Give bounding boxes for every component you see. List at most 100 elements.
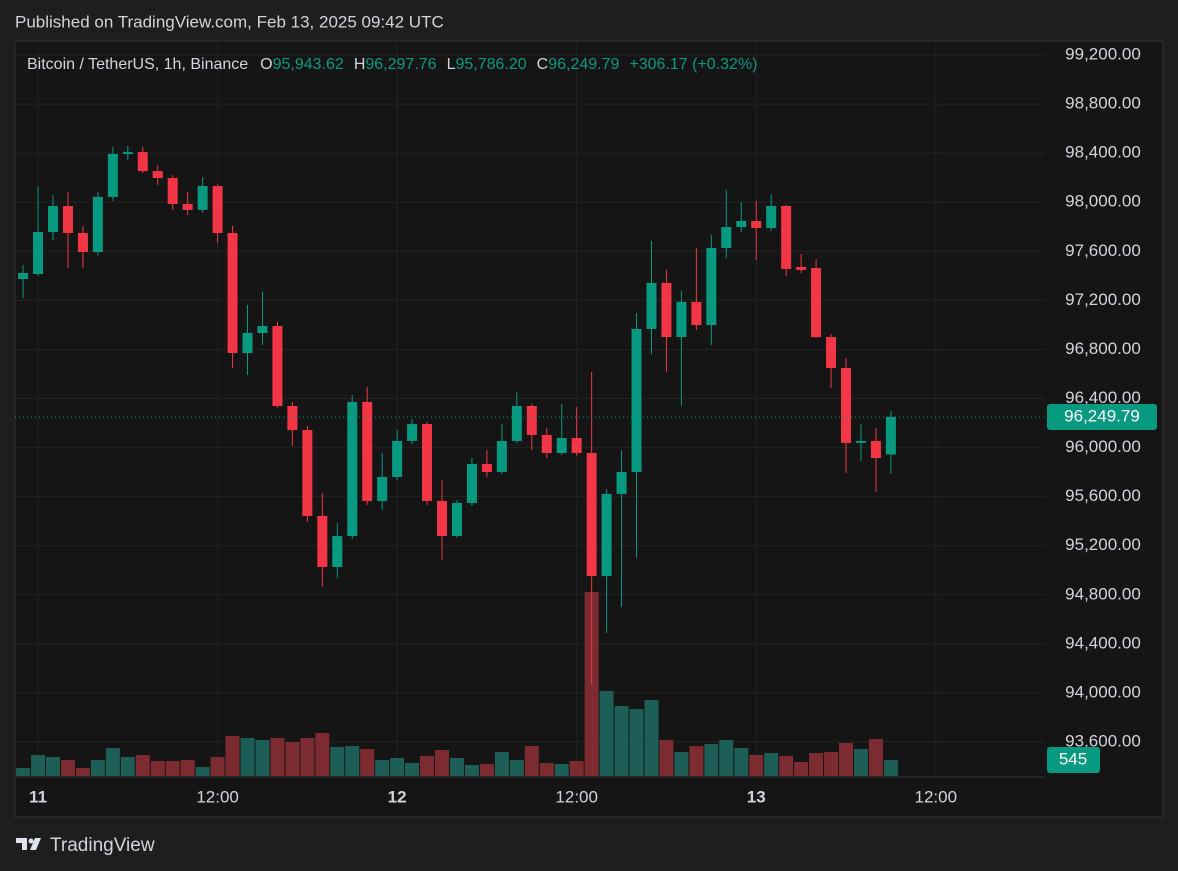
candle-body — [646, 282, 657, 329]
candle-body — [466, 464, 477, 504]
logo-dot — [28, 838, 34, 844]
y-tick-label: 98,000.00 — [1065, 192, 1141, 211]
candle-body — [212, 186, 223, 234]
volume-bar — [270, 738, 285, 776]
y-tick-label: 94,000.00 — [1065, 682, 1141, 701]
volume-bar — [105, 748, 120, 776]
last-price-tag — [1047, 403, 1157, 430]
y-tick-label: 94,800.00 — [1065, 584, 1141, 603]
y-tick-label: 96,800.00 — [1065, 339, 1141, 358]
volume-bar — [420, 756, 435, 776]
candle-body — [826, 337, 837, 368]
volume-bar — [150, 760, 165, 776]
volume-bar — [165, 760, 180, 776]
volume-bar — [120, 757, 135, 776]
volume-bar — [225, 736, 240, 776]
volume-bar — [599, 691, 614, 776]
volume-bar — [779, 756, 794, 776]
candle-body — [721, 227, 732, 248]
volume-bar — [195, 767, 210, 776]
y-tick-label: 97,600.00 — [1065, 241, 1141, 260]
candle-body — [736, 220, 747, 228]
candle-body — [586, 452, 597, 577]
y-tick-label: 97,200.00 — [1065, 290, 1141, 309]
candle-body — [601, 493, 612, 577]
candle-body — [272, 326, 283, 406]
x-tick-label: 12 — [388, 787, 407, 806]
candle-body — [197, 186, 208, 210]
volume-bar — [704, 743, 719, 776]
volume-bar — [509, 759, 524, 776]
volume-bar — [285, 742, 300, 776]
volume-bar — [839, 742, 854, 776]
volume-bar — [868, 739, 883, 776]
y-tick-label: 98,400.00 — [1065, 143, 1141, 162]
x-tick-label: 13 — [747, 787, 766, 806]
legend-key: O — [260, 56, 272, 73]
candle-body — [811, 267, 822, 338]
volume-bar — [719, 740, 734, 776]
x-tick-label: 12:00 — [555, 787, 598, 806]
volume-bar — [46, 757, 61, 776]
volume-bar — [614, 706, 629, 776]
candle-body — [48, 206, 59, 233]
candle-body — [167, 178, 178, 204]
axes-layer: 93,600.00 94,000.00 94,400.00 94,800.00 95,2… — [15, 44, 1157, 806]
candle-body — [317, 515, 328, 567]
volume-bar — [449, 758, 464, 776]
volume-bar — [60, 759, 75, 776]
volume-bar — [569, 760, 584, 776]
legend-change: +306.17 (+0.32%) — [629, 56, 757, 73]
volume-bar — [360, 748, 375, 776]
candle-body — [451, 503, 462, 537]
volume-bar — [31, 755, 46, 776]
candle-body — [152, 171, 163, 179]
volume-bar — [554, 763, 569, 776]
candle-body — [332, 536, 343, 567]
y-tick-label: 96,000.00 — [1065, 437, 1141, 456]
candle-body — [377, 477, 388, 501]
candle-body — [392, 440, 403, 478]
volume-bar — [210, 757, 225, 776]
volume-bar — [315, 732, 330, 776]
candle-body — [227, 233, 238, 353]
volume-bar — [16, 768, 31, 776]
volume-bar — [494, 751, 509, 776]
candle-body — [855, 440, 866, 443]
volume-tag-label: 545 — [1059, 749, 1087, 768]
candle-body — [33, 232, 44, 274]
candle-body — [496, 440, 507, 472]
volume-bar — [75, 768, 90, 776]
candle-body — [766, 206, 777, 228]
candle-body — [541, 434, 552, 453]
volume-bar — [853, 748, 868, 776]
candle-body — [870, 440, 881, 459]
volume-bar — [883, 759, 898, 776]
candle-body — [302, 430, 313, 516]
legend-key: L — [447, 56, 456, 73]
x-tick-label: 11 — [29, 787, 47, 806]
y-tick-label: 95,600.00 — [1065, 486, 1141, 505]
volume-bar — [674, 751, 689, 776]
grid — [15, 42, 1045, 776]
volume-bar — [135, 755, 150, 776]
candle-body — [511, 405, 522, 441]
candle-body — [182, 203, 193, 210]
volume-bar — [390, 758, 405, 776]
candle-body — [407, 424, 418, 441]
candle-body — [691, 301, 702, 326]
y-tick-label: 95,200.00 — [1065, 535, 1141, 554]
volume-bar — [375, 759, 390, 776]
branding: TradingView — [50, 835, 155, 856]
volume-bar — [180, 759, 195, 776]
legend-value: 96,297.76 — [365, 56, 436, 73]
candle-body — [885, 416, 896, 455]
volume-bar — [240, 738, 255, 776]
x-tick-label: 12:00 — [196, 787, 239, 806]
volume-bar — [659, 740, 674, 776]
candle-body — [841, 367, 852, 443]
volume-bar — [255, 740, 270, 776]
legend-value: 95,943.62 — [273, 56, 344, 73]
